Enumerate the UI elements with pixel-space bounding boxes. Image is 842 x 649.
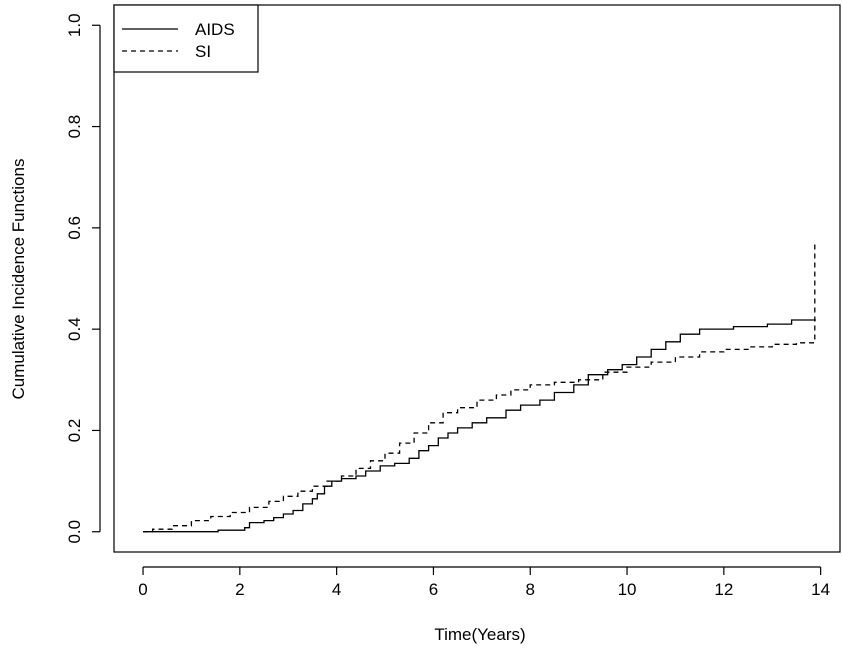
y-tick-label: 0.8 [65, 115, 84, 139]
x-tick-label: 6 [429, 580, 438, 599]
x-tick-label: 0 [138, 580, 147, 599]
series-layer [143, 240, 816, 533]
series-aids-line [143, 319, 816, 533]
y-tick-label: 0.6 [65, 216, 84, 240]
series-si-line [143, 240, 816, 533]
x-axis: 0 2 4 6 8 10 12 14 [138, 566, 830, 599]
plot-frame [113, 4, 841, 553]
legend-box [113, 4, 259, 73]
y-tick-label: 0.4 [65, 317, 84, 341]
x-axis-label: Time(Years) [434, 625, 525, 644]
y-tick-label: 0.0 [65, 520, 84, 544]
y-tick-label: 0.2 [65, 419, 84, 443]
x-tick-label: 14 [811, 580, 830, 599]
legend-si-label: SI [195, 42, 211, 61]
x-tick-label: 10 [618, 580, 637, 599]
x-tick-label: 8 [526, 580, 535, 599]
y-tick-label: 1.0 [65, 13, 84, 37]
x-tick-label: 2 [235, 580, 244, 599]
legend: AIDS SI [113, 4, 259, 73]
y-axis: 0.0 0.2 0.4 0.6 0.8 1.0 [65, 13, 101, 544]
x-tick-label: 4 [332, 580, 341, 599]
legend-aids-label: AIDS [195, 20, 235, 39]
x-tick-label: 12 [714, 580, 733, 599]
y-axis-label: Cumulative Incidence Functions [9, 159, 28, 400]
